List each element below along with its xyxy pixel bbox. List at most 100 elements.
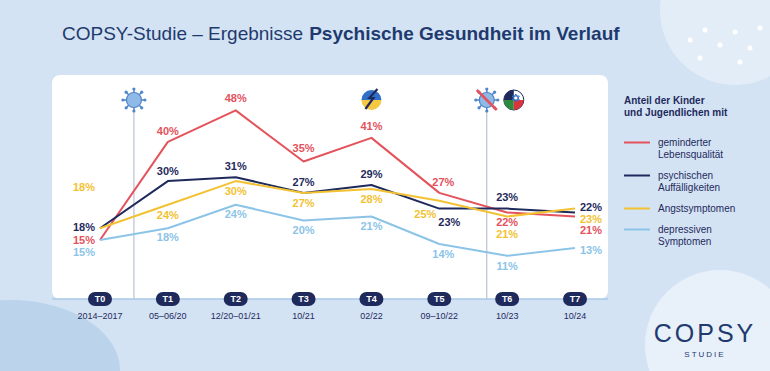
data-label: 23% xyxy=(580,213,602,225)
subtitle: Psychische Gesundheit im Verlauf xyxy=(309,23,620,44)
icon-part xyxy=(493,91,496,94)
legend-title-line: Anteil der Kinder xyxy=(624,95,705,106)
tick-label: T5 xyxy=(434,294,445,304)
data-label: 18% xyxy=(157,231,179,243)
legend: Anteil der Kinderund Jugendlichen mit gem… xyxy=(624,95,735,247)
icon-part xyxy=(504,100,514,110)
title: COPSY-Studie – ErgebnissePsychische Gesu… xyxy=(62,23,620,44)
data-label: 15% xyxy=(73,246,95,258)
data-label: 48% xyxy=(225,92,247,104)
series-line xyxy=(100,177,575,228)
tick-badge xyxy=(495,292,519,306)
data-label: 27% xyxy=(293,176,315,188)
icon-part xyxy=(496,98,499,101)
icon-part xyxy=(140,106,143,109)
icon-part xyxy=(125,106,128,109)
data-label: 15% xyxy=(73,234,95,246)
decoration xyxy=(733,30,738,35)
legend-label-line: Auffälligkeiten xyxy=(658,182,720,193)
x-ticks: T02014–2017T105–06/20T212/20–01/21T310/2… xyxy=(77,292,587,321)
icon-part xyxy=(132,87,135,90)
tick-date: 10/24 xyxy=(564,311,587,321)
data-label: 30% xyxy=(225,185,247,197)
data-label: 18% xyxy=(73,221,95,233)
icon-part xyxy=(474,98,477,101)
series-line xyxy=(100,205,575,256)
tick-badge xyxy=(359,292,383,306)
legend-label-line: Symptomen xyxy=(658,236,711,247)
data-label: 23% xyxy=(438,216,460,228)
tick-date: 02/22 xyxy=(360,311,383,321)
legend-label-line: Lebensqualität xyxy=(658,149,723,160)
legend-label-line: depressiven xyxy=(658,224,712,235)
data-label: 20% xyxy=(293,224,315,236)
decoration xyxy=(748,46,753,51)
icon-part xyxy=(121,98,124,101)
data-label: 21% xyxy=(360,220,382,232)
legend-swatch xyxy=(624,175,650,177)
tick-label: T1 xyxy=(163,294,174,304)
icon-part xyxy=(485,109,488,112)
icon-part xyxy=(126,93,141,108)
series-line xyxy=(100,110,575,240)
tick-date: 12/20–01/21 xyxy=(211,311,261,321)
data-label: 25% xyxy=(414,208,436,220)
data-label: 29% xyxy=(360,168,382,180)
data-label: 24% xyxy=(225,208,247,220)
tick-label: T3 xyxy=(298,294,309,304)
decoration xyxy=(645,270,770,371)
logo-subtitle: STUDIE xyxy=(684,350,725,359)
data-label: 23% xyxy=(496,191,518,203)
tick-label: T4 xyxy=(366,294,377,304)
legend-title-line: und Jugendlichen mit xyxy=(624,107,728,118)
data-label: 31% xyxy=(225,160,247,172)
icon-part xyxy=(477,90,497,110)
icon-part xyxy=(512,94,519,102)
data-label: 13% xyxy=(580,244,602,256)
legend-label-line: geminderter xyxy=(658,137,712,148)
event-line xyxy=(486,112,487,299)
legend-label: psychischenAuffälligkeiten xyxy=(658,170,720,193)
data-label: 27% xyxy=(432,176,454,188)
x-axis xyxy=(52,298,608,300)
tick-badge xyxy=(292,292,316,306)
legend-label-line: psychischen xyxy=(658,170,713,181)
icon-part xyxy=(365,89,377,109)
data-label: 30% xyxy=(157,165,179,177)
icon-part xyxy=(143,98,146,101)
data-label: 21% xyxy=(496,228,518,240)
icon-virus xyxy=(121,87,146,112)
legend-title: Anteil der Kinderund Jugendlichen mit xyxy=(624,95,728,118)
data-label: 21% xyxy=(580,224,602,236)
data-label: 11% xyxy=(496,260,518,272)
tick-date: 10/21 xyxy=(292,311,315,321)
icon-part xyxy=(485,87,488,90)
tick-date: 2014–2017 xyxy=(77,311,122,321)
icon-virus xyxy=(474,87,499,112)
legend-label-line: Angstsymptomen xyxy=(658,203,735,214)
decoration xyxy=(758,26,763,31)
legend-swatch xyxy=(624,208,650,210)
tick-badge xyxy=(156,292,180,306)
data-label: 27% xyxy=(293,197,315,209)
data-label: 24% xyxy=(157,209,179,221)
icon-war xyxy=(361,89,381,110)
icon-part xyxy=(125,91,128,94)
data-label: 22% xyxy=(496,216,518,228)
legend-swatch xyxy=(624,142,650,144)
icon-part xyxy=(140,91,143,94)
tick-date: 09–10/22 xyxy=(421,311,459,321)
icon-part xyxy=(132,109,135,112)
data-label: 18% xyxy=(73,181,95,193)
tick-label: T2 xyxy=(230,294,241,304)
tick-badge xyxy=(427,292,451,306)
plot-area xyxy=(52,75,608,299)
legend-label: geminderterLebensqualität xyxy=(658,137,723,160)
data-labels: 15%40%48%35%41%27%22%21%18%30%31%27%29%2… xyxy=(73,92,602,271)
tick-badge xyxy=(224,292,248,306)
data-label: 35% xyxy=(293,142,315,154)
tick-label: T7 xyxy=(570,294,581,304)
decoration xyxy=(698,56,703,61)
icon-part xyxy=(477,106,480,109)
decoration xyxy=(688,38,693,43)
